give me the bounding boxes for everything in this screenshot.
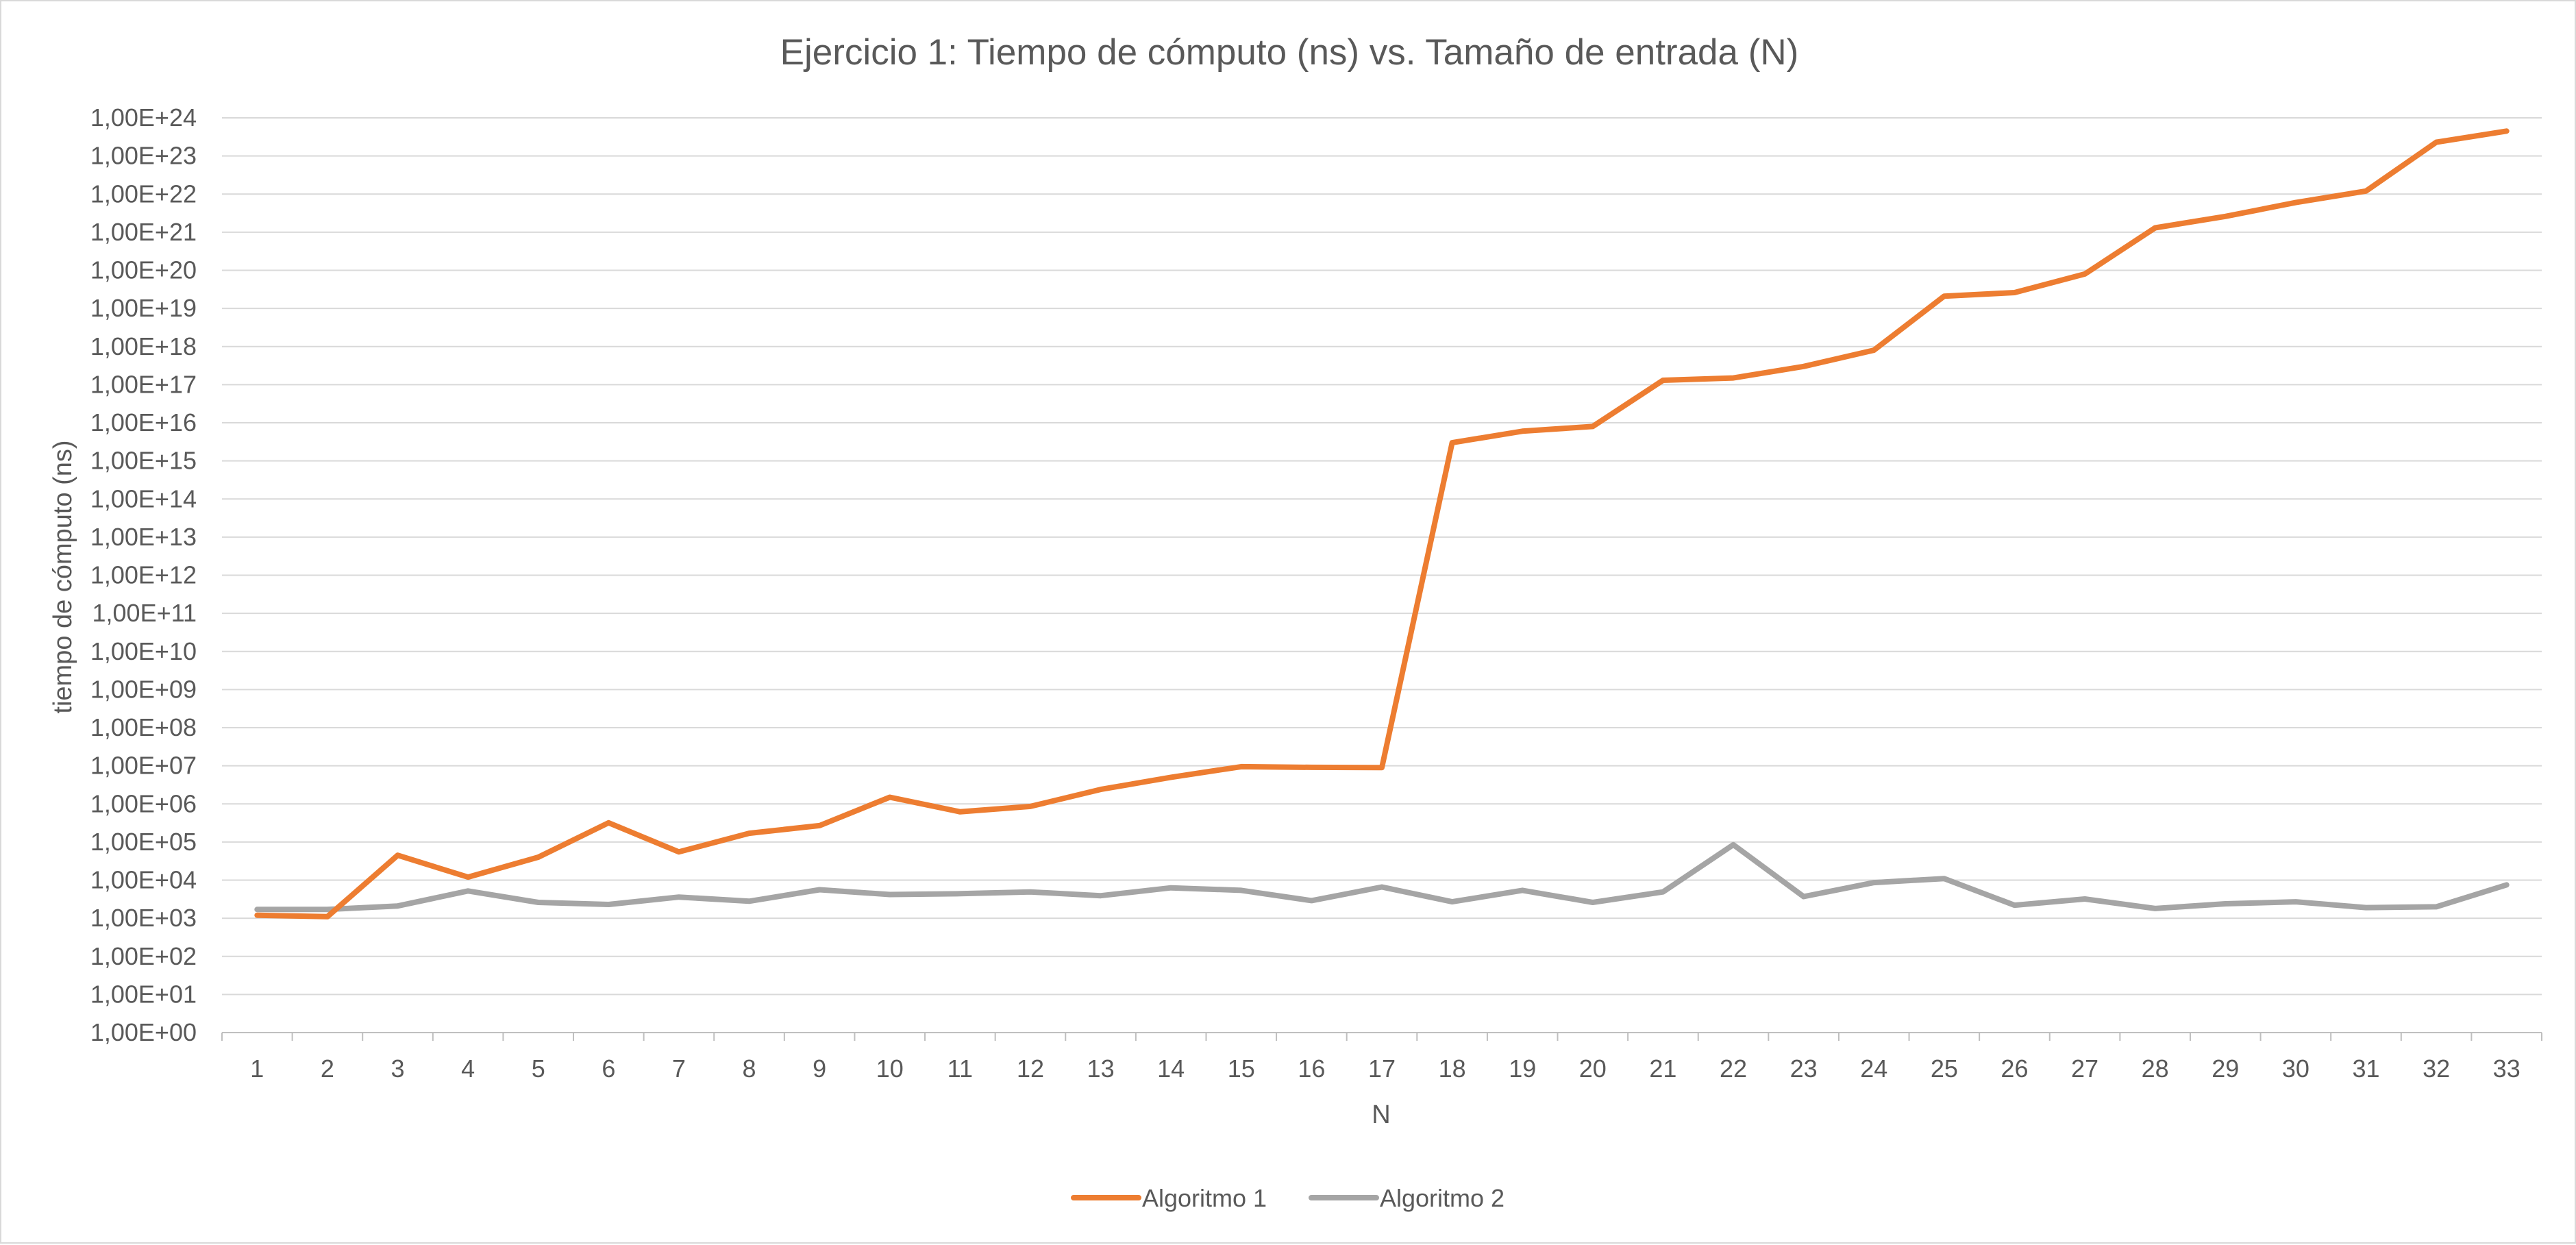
y-tick-label: 1,00E+20 xyxy=(90,256,197,284)
y-tick-label: 1,00E+02 xyxy=(90,942,197,970)
series-line-algoritmo-2 xyxy=(254,841,2510,913)
y-tick-label: 1,00E+17 xyxy=(90,370,197,398)
x-tick-label: 31 xyxy=(2352,1055,2379,1083)
x-tick-label: 6 xyxy=(602,1055,615,1083)
x-tick-label: 24 xyxy=(1860,1055,1887,1083)
y-tick-label: 1,00E+19 xyxy=(90,294,197,322)
x-tick-label: 25 xyxy=(1931,1055,1958,1083)
y-tick-label: 1,00E+15 xyxy=(90,447,197,475)
y-tick-label: 1,00E+08 xyxy=(90,713,197,741)
x-tick-label: 23 xyxy=(1790,1055,1818,1083)
x-tick-label: 3 xyxy=(391,1055,404,1083)
x-tick-label: 19 xyxy=(1509,1055,1536,1083)
x-tick-label: 30 xyxy=(2282,1055,2309,1083)
y-tick-label: 1,00E+13 xyxy=(90,523,197,551)
y-tick-label: 1,00E+23 xyxy=(90,142,197,170)
x-tick-label: 4 xyxy=(461,1055,475,1083)
x-tick-label: 20 xyxy=(1579,1055,1607,1083)
x-tick-label: 1 xyxy=(250,1055,264,1083)
y-axis-title: tiempo de cómputo (ns) xyxy=(49,440,77,713)
y-tick-label: 1,00E+11 xyxy=(92,599,197,627)
x-tick-label: 9 xyxy=(813,1055,826,1083)
y-tick-label: 1,00E+21 xyxy=(90,218,197,246)
y-tick-label: 1,00E+04 xyxy=(90,866,197,894)
legend: Algoritmo 1 Algoritmo 2 xyxy=(1071,1184,1504,1212)
series-layer xyxy=(254,128,2510,920)
x-tick-label: 33 xyxy=(2493,1055,2521,1083)
x-tick-label: 21 xyxy=(1649,1055,1676,1083)
y-tick-label: 1,00E+00 xyxy=(90,1018,197,1046)
x-tick-label: 28 xyxy=(2142,1055,2169,1083)
y-axis-tick-labels: 1,00E+00 1,00E+01 1,00E+02 1,00E+03 1,00E+04… xyxy=(90,103,197,1046)
x-tick-label: 15 xyxy=(1228,1055,1255,1083)
gridlines xyxy=(222,117,2542,996)
x-tick-label: 26 xyxy=(2001,1055,2028,1083)
x-tick-label: 7 xyxy=(672,1055,686,1083)
y-tick-label: 1,00E+12 xyxy=(90,561,197,589)
x-tick-label: 2 xyxy=(321,1055,334,1083)
x-tick-label: 12 xyxy=(1017,1055,1044,1083)
x-tick-label: 5 xyxy=(532,1055,545,1083)
x-axis-title: N xyxy=(1372,1100,1390,1129)
y-tick-label: 1,00E+06 xyxy=(90,789,197,817)
x-tick-label: 27 xyxy=(2071,1055,2098,1083)
y-tick-label: 1,00E+18 xyxy=(90,332,197,360)
x-tick-label: 14 xyxy=(1157,1055,1185,1083)
y-tick-label: 1,00E+03 xyxy=(90,904,197,932)
x-tick-label: 16 xyxy=(1298,1055,1325,1083)
chart-title: Ejercicio 1: Tiempo de cómputo (ns) vs. … xyxy=(780,32,1799,73)
y-tick-label: 1,00E+16 xyxy=(90,408,197,436)
x-tick-label: 32 xyxy=(2423,1055,2450,1083)
y-tick-label: 1,00E+14 xyxy=(90,484,197,513)
x-tick-label: 13 xyxy=(1087,1055,1115,1083)
legend-label-algoritmo-1: Algoritmo 1 xyxy=(1142,1184,1267,1212)
y-tick-label: 1,00E+10 xyxy=(90,637,197,665)
y-tick-label: 1,00E+09 xyxy=(90,675,197,703)
x-tick-label: 17 xyxy=(1368,1055,1396,1083)
series-line-algoritmo-1 xyxy=(254,128,2510,920)
x-tick-label: 22 xyxy=(1720,1055,1747,1083)
x-axis: 1 2 3 4 5 6 7 8 9 10 11 12 13 14 15 16 17 18 19 20 21 22 23 24 2… xyxy=(221,1032,2542,1083)
x-tick-label: 11 xyxy=(948,1055,973,1083)
y-tick-label: 1,00E+22 xyxy=(90,180,197,208)
x-tick-label: 8 xyxy=(743,1055,756,1083)
legend-label-algoritmo-2: Algoritmo 2 xyxy=(1380,1184,1504,1212)
x-tick-label: 29 xyxy=(2212,1055,2239,1083)
x-tick-label: 18 xyxy=(1439,1055,1466,1083)
y-tick-label: 1,00E+07 xyxy=(90,752,197,780)
y-tick-label: 1,00E+05 xyxy=(90,828,197,856)
y-tick-label: 1,00E+24 xyxy=(90,103,197,132)
x-tick-label: 10 xyxy=(876,1055,904,1083)
y-tick-label: 1,00E+01 xyxy=(90,980,197,1008)
